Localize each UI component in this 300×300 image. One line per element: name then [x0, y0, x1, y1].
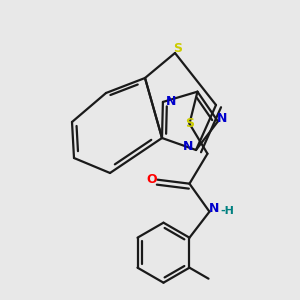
- Text: S: S: [185, 117, 194, 130]
- Text: O: O: [146, 173, 157, 186]
- Text: S: S: [173, 41, 182, 55]
- Text: N: N: [166, 95, 176, 109]
- Text: N: N: [217, 112, 227, 125]
- Text: -H: -H: [220, 206, 234, 216]
- Text: N: N: [183, 140, 193, 154]
- Text: N: N: [209, 202, 220, 215]
